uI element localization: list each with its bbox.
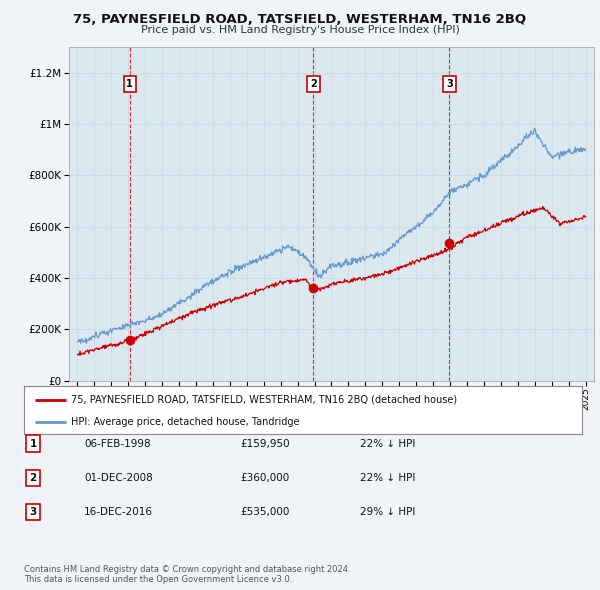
Text: 2: 2 xyxy=(310,79,317,89)
Text: 22% ↓ HPI: 22% ↓ HPI xyxy=(360,473,415,483)
Text: 22% ↓ HPI: 22% ↓ HPI xyxy=(360,439,415,448)
Text: This data is licensed under the Open Government Licence v3.0.: This data is licensed under the Open Gov… xyxy=(24,575,292,584)
Text: 2: 2 xyxy=(29,473,37,483)
Text: 1: 1 xyxy=(29,439,37,448)
Text: £535,000: £535,000 xyxy=(240,507,289,517)
Text: 01-DEC-2008: 01-DEC-2008 xyxy=(84,473,153,483)
Text: Contains HM Land Registry data © Crown copyright and database right 2024.: Contains HM Land Registry data © Crown c… xyxy=(24,565,350,574)
Text: 06-FEB-1998: 06-FEB-1998 xyxy=(84,439,151,448)
Text: 75, PAYNESFIELD ROAD, TATSFIELD, WESTERHAM, TN16 2BQ: 75, PAYNESFIELD ROAD, TATSFIELD, WESTERH… xyxy=(73,13,527,26)
Text: Price paid vs. HM Land Registry's House Price Index (HPI): Price paid vs. HM Land Registry's House … xyxy=(140,25,460,35)
Text: £159,950: £159,950 xyxy=(240,439,290,448)
Text: HPI: Average price, detached house, Tandridge: HPI: Average price, detached house, Tand… xyxy=(71,417,300,427)
Text: 3: 3 xyxy=(446,79,453,89)
Text: 75, PAYNESFIELD ROAD, TATSFIELD, WESTERHAM, TN16 2BQ (detached house): 75, PAYNESFIELD ROAD, TATSFIELD, WESTERH… xyxy=(71,395,458,405)
Text: 29% ↓ HPI: 29% ↓ HPI xyxy=(360,507,415,517)
Text: 3: 3 xyxy=(29,507,37,517)
Text: £360,000: £360,000 xyxy=(240,473,289,483)
Text: 1: 1 xyxy=(127,79,133,89)
Text: 16-DEC-2016: 16-DEC-2016 xyxy=(84,507,153,517)
